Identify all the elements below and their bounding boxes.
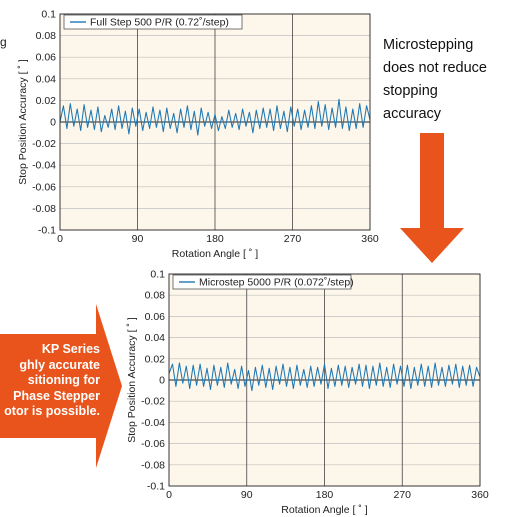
y-tick-label: -0.1	[38, 225, 56, 237]
microstepping-note: Microstepping does not reduce stopping a…	[383, 34, 503, 126]
right-arrow-callout-icon	[0, 304, 122, 468]
note-line: does not reduce	[383, 60, 487, 76]
y-tick-label: -0.08	[141, 459, 165, 471]
y-tick-label: 0.08	[145, 290, 166, 302]
x-tick-label: 180	[206, 233, 224, 245]
right-arrow-shape	[0, 304, 122, 468]
y-tick-label: 0.06	[36, 52, 57, 64]
y-tick-label: 0.1	[150, 269, 165, 281]
x-tick-label: 0	[166, 489, 172, 501]
down-arrow-shape	[400, 133, 464, 263]
callout-text: KP Series ghly accurate sitioning for Ph…	[0, 342, 100, 420]
y-tick-label: 0.02	[145, 353, 166, 365]
series-line	[168, 362, 481, 392]
y-tick-label: 0	[159, 375, 165, 387]
y-tick-label: 0.04	[36, 73, 57, 85]
callout-line: sitioning for	[27, 373, 100, 387]
x-axis-label: Rotation Angle [ ˚ ]	[281, 504, 367, 516]
series-line	[59, 98, 371, 136]
note-line: accuracy	[383, 106, 442, 122]
legend-box	[63, 14, 243, 30]
y-tick-label: -0.04	[32, 160, 56, 172]
plot-frame	[59, 13, 371, 231]
x-tick-label: 270	[284, 233, 302, 245]
y-tick-label: 0.04	[145, 332, 166, 344]
x-axis-label: Rotation Angle [ ˚ ]	[172, 248, 258, 260]
callout-line: KP Series	[41, 342, 100, 356]
x-tick-label: 90	[241, 489, 253, 501]
note-line: stopping	[383, 83, 438, 99]
callout-line: otor is possible.	[4, 404, 100, 418]
y-tick-label: 0	[50, 117, 56, 129]
y-tick-label: -0.1	[147, 481, 165, 493]
x-tick-label: 180	[316, 489, 334, 501]
x-tick-label: 360	[471, 489, 489, 501]
legend-label: Full Step 500 P/R (0.72˚/step)	[90, 17, 229, 29]
x-tick-label: 360	[361, 233, 379, 245]
microstep-accuracy-chart: 0.1 0.08 0.06 0.04 0.02 0 -0.02 -0.04 -0.06 -0.08…	[126, 269, 489, 517]
y-tick-label: -0.08	[32, 203, 56, 215]
plot-frame	[168, 273, 481, 487]
y-tick-label: -0.02	[141, 396, 165, 408]
y-tick-label: 0.08	[36, 30, 57, 42]
y-tick-label: -0.02	[32, 138, 56, 150]
y-tick-label: -0.04	[141, 417, 165, 429]
y-tick-label: -0.06	[141, 438, 165, 450]
y-tick-label: -0.06	[32, 181, 56, 193]
x-tick-label: 0	[57, 233, 63, 245]
cropped-text-fragment: g	[0, 35, 7, 49]
y-tick-label: 0.06	[145, 311, 166, 323]
y-tick-label: 0.02	[36, 95, 57, 107]
y-tick-label: 0.1	[41, 9, 56, 21]
legend-label: Microstep 5000 P/R (0.072˚/step)	[199, 277, 354, 289]
legend-box	[172, 274, 352, 290]
callout-line: Phase Stepper	[13, 388, 100, 403]
y-axis-label: Stop Position Accuracy [ ˚ ]	[17, 59, 29, 185]
note-line: Microstepping	[383, 37, 474, 53]
full-step-accuracy-chart: 0.1 0.08 0.06 0.04 0.02 0 -0.02 -0.04 -0.06 -0.08…	[17, 9, 379, 261]
x-tick-label: 270	[393, 489, 411, 501]
callout-line: ghly accurate	[19, 357, 100, 372]
y-axis-label: Stop Position Accuracy [ ˚ ]	[126, 317, 138, 443]
x-tick-label: 90	[132, 233, 144, 245]
down-arrow-icon	[400, 133, 464, 263]
